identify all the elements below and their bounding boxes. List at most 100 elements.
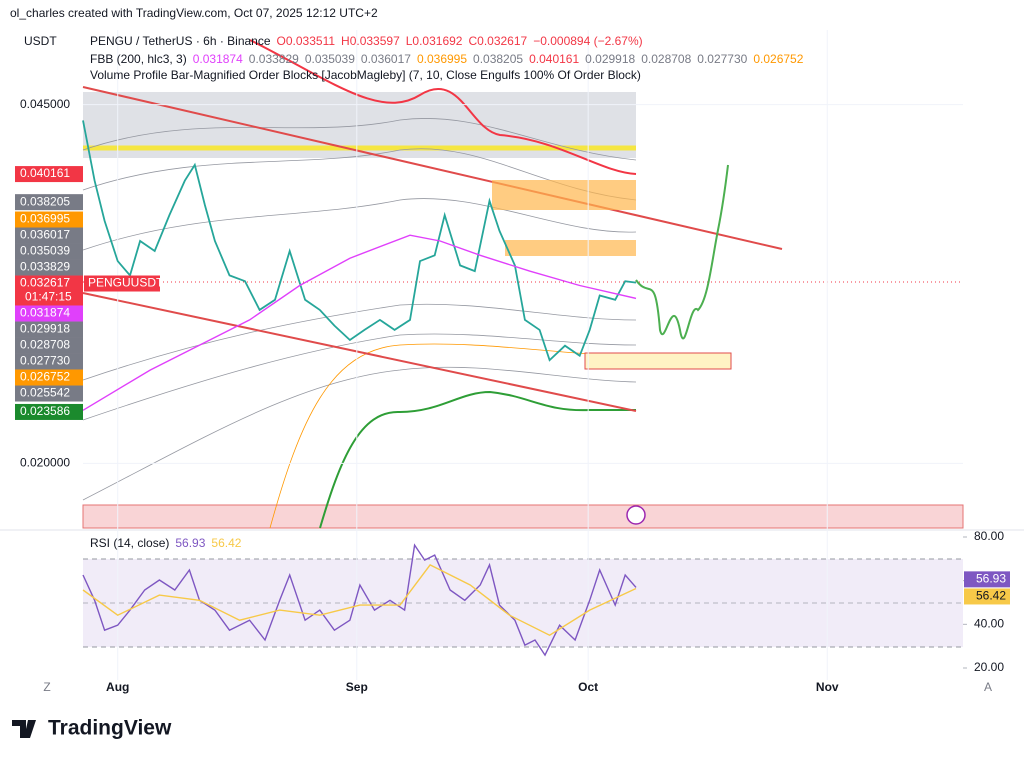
y-tick-label: 40.00 [974, 616, 1004, 630]
x-tick-label: Sep [346, 680, 368, 694]
price-label [15, 305, 83, 322]
legend-item: −0.000894 (−2.67%) [533, 34, 643, 48]
legend-item: 56.93 [175, 536, 206, 550]
price-label [15, 353, 83, 370]
target-box [584, 352, 732, 370]
order-block [505, 240, 636, 256]
band [82, 303, 637, 381]
legend-item: 0.026752 [753, 52, 804, 66]
price-label-text: 0.032617 [20, 276, 70, 290]
symbol-tag-text: PENGUUSDT [88, 276, 164, 290]
legend-line: PENGU / TetherUS · 6h · Binance O0.033511… [90, 34, 649, 48]
legend-item: PENGU / TetherUS · 6h · Binance [90, 34, 271, 48]
band [82, 198, 637, 251]
price-label-text: 0.033829 [20, 260, 70, 274]
legend-item: 0.028708 [641, 52, 692, 66]
band [82, 333, 637, 421]
price-label [15, 369, 83, 386]
price-label [15, 227, 83, 244]
logo-mark [12, 720, 36, 738]
legend-item: FBB (200, hlc3, 3) [90, 52, 187, 66]
rsi-value-tag [964, 588, 1010, 605]
price-label-text: 0.029918 [20, 322, 70, 336]
legend-item: 0.027730 [697, 52, 748, 66]
logo: TradingView [48, 717, 172, 740]
series-line [82, 564, 637, 637]
legend-item: 0.031874 [192, 52, 243, 66]
price-label [15, 259, 83, 276]
rsi-value-text: 56.93 [976, 572, 1006, 586]
demand-zone [82, 504, 964, 529]
price-label-text: 0.026752 [20, 370, 70, 384]
legend-item: 56.42 [211, 536, 242, 550]
series-line [82, 543, 637, 657]
auto-toggle[interactable]: A [984, 680, 992, 694]
legend-item: O0.033511 [276, 34, 336, 48]
price-label [15, 337, 83, 354]
legend-item: RSI (14, close) [90, 536, 170, 550]
price-label [15, 211, 83, 228]
series-line [82, 234, 637, 411]
price-label-text: 0.023586 [20, 404, 70, 418]
band [82, 366, 637, 501]
series-line [82, 120, 637, 362]
y-tick-label: 0.020000 [20, 456, 70, 470]
legend-item: C0.032617 [468, 34, 528, 48]
price-label [15, 194, 83, 211]
price-label [15, 166, 83, 183]
price-label-text: 0.038205 [20, 194, 70, 208]
price-label-text: 0.036017 [20, 228, 70, 242]
trend-line [82, 292, 637, 412]
x-tick-label: Nov [816, 680, 839, 694]
legend-item: L0.031692 [405, 34, 463, 48]
trend-line [82, 86, 783, 250]
price-label-text: 0.035039 [20, 244, 70, 258]
upper-band [249, 39, 637, 175]
band [82, 148, 637, 201]
legend-item: 0.038205 [473, 52, 524, 66]
currency[interactable]: USDT [24, 34, 57, 48]
event-icon[interactable] [626, 505, 646, 525]
x-tick-label: Oct [578, 680, 598, 694]
legend-item: 0.029918 [585, 52, 636, 66]
x-tick-label: Aug [106, 680, 129, 694]
countdown: 01:47:15 [25, 290, 72, 304]
price-label [15, 321, 83, 338]
y-tick-label: 20.00 [974, 660, 1004, 674]
order-block [492, 180, 636, 210]
rsi-value-tag [964, 571, 1010, 588]
legend-item: 0.036995 [416, 52, 468, 66]
price-label-text: 0.028708 [20, 338, 70, 352]
lower-band [319, 390, 636, 529]
price-label-text: 0.040161 [20, 166, 70, 180]
y-tick-label: 80.00 [974, 529, 1004, 543]
legend-item: 0.035039 [304, 52, 355, 66]
legend-item: 0.036017 [360, 52, 411, 66]
price-label [15, 385, 83, 402]
y-tick-label: 0.045000 [20, 97, 70, 111]
price-label [15, 243, 83, 260]
legend-item: Volume Profile Bar-Magnified Order Block… [90, 68, 641, 82]
legend-item: 0.040161 [529, 52, 580, 66]
legend-line: Volume Profile Bar-Magnified Order Block… [90, 68, 647, 82]
projection-path [635, 164, 729, 340]
legend-item: H0.033597 [341, 34, 400, 48]
legend-line: FBB (200, hlc3, 3) 0.031874 0.033829 0.0350… [90, 52, 809, 66]
band [269, 343, 637, 529]
price-label-text: 0.031874 [20, 306, 70, 320]
legend-item: 0.033829 [248, 52, 299, 66]
fbb-bands [82, 118, 637, 501]
credit: ol_charles created with TradingView.com,… [10, 6, 378, 20]
price-label-text: 0.027730 [20, 354, 70, 368]
price-label [15, 275, 83, 306]
price-label-text: 0.036995 [20, 212, 70, 226]
price-label [15, 403, 83, 420]
symbol-tag [84, 275, 160, 292]
zoom-toggle[interactable]: Z [43, 680, 50, 694]
rsi-legend: RSI (14, close) 56.93 56.42 [90, 536, 247, 550]
rsi-value-text: 56.42 [976, 589, 1006, 603]
band [82, 118, 637, 161]
price-label-text: 0.025542 [20, 386, 70, 400]
